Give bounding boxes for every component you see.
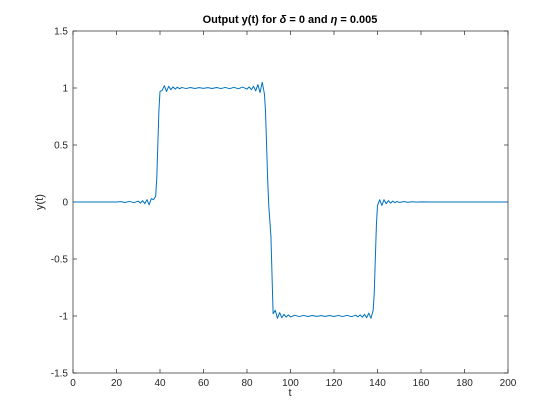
y-tick-label: 0 [62,198,68,209]
x-tick-label: 180 [456,378,473,389]
x-tick-label: 140 [369,378,386,389]
x-tick-label: 20 [111,378,123,389]
y-axis-label: y(t) [34,194,46,210]
y-tick-label: 1 [62,84,68,95]
y-tick-label: -0.5 [51,255,69,266]
x-axis-label: t [288,387,291,399]
y-tick-label: 1.5 [54,27,68,38]
x-tick-label: 160 [413,378,430,389]
y-tick-label: -1 [59,312,68,323]
y-tick-label: 0.5 [54,141,68,152]
x-tick-label: 0 [70,378,76,389]
x-tick-label: 200 [500,378,517,389]
x-tick-label: 120 [326,378,343,389]
x-tick-label: 60 [198,378,210,389]
chart-title: Output y(t) for δ = 0 and η = 0.005 [203,14,378,26]
y-tick-label: -1.5 [51,369,69,380]
x-tick-label: 40 [154,378,166,389]
x-tick-label: 80 [241,378,253,389]
